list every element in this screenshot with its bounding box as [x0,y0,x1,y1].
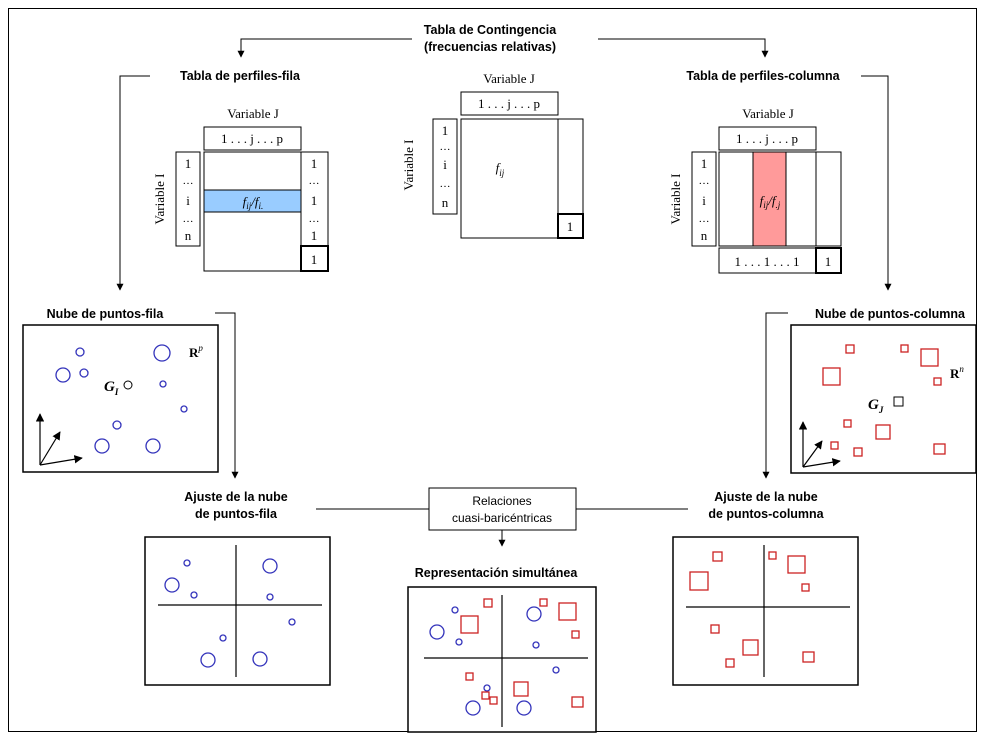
colprof-bottom: 1 . . . 1 . . . 1 [735,254,800,269]
row-cloud-space: Rp [189,343,203,360]
center-cell-block [460,118,559,239]
col-cloud-panel: Rn GJ [790,324,977,474]
rowprof-row-i: i [186,193,190,208]
center-col-var: Variable J [483,71,535,86]
arrow-to-col-cloud [861,75,892,291]
rowprof-margin-dots1: … [309,175,320,187]
col-cloud-space: Rn [950,364,964,381]
colprof-row-1: 1 [701,156,708,171]
rowprof-total: 1 [311,252,318,267]
row-fit-title: Ajuste de la nube [184,490,288,504]
row-fit-panel [144,536,331,686]
row-fit-subtitle: de puntos-fila [195,507,278,521]
center-col-index: 1 . . . j . . . p [478,96,540,111]
colprof-col-index: 1 . . . j . . . p [736,131,798,146]
row-cloud-centroid: GI [104,379,119,397]
center-contingency-table: Variable J 1 . . . j . . . p 1 Variable … [401,71,584,239]
rowprof-row-dots2: … [183,213,194,225]
col-profiles-table: Variable J 1 . . . j . . . p 1 . . . 1 .… [668,106,842,274]
simultaneous-panel [407,586,597,733]
rowprof-row-n: n [185,228,192,243]
arrow-to-col-profiles [598,38,769,58]
rowprof-row-var: Variable I [152,174,167,225]
colprof-row-dots2: … [699,213,710,225]
arrow-to-col-fit [762,312,788,479]
arrow-to-row-cloud [116,75,150,291]
relations-box [428,487,577,531]
col-fit-subtitle: de puntos-columna [708,507,824,521]
rowprof-margin-1: 1 [311,156,318,171]
colprof-highlight-col [752,151,787,247]
contingency-title: Tabla de Contingencia [424,23,557,37]
col-fit-panel [672,536,859,686]
relations-line2: cuasi-baricéntricas [452,511,552,525]
center-row-1: 1 [442,123,449,138]
center-row-dots1: … [440,141,451,153]
col-cloud-centroid: GJ [868,397,884,415]
rowprof-row-dots1: … [183,175,194,187]
center-cell-label: fij [496,160,505,178]
arrow-to-row-profiles [237,38,412,58]
colprof-total: 1 [825,254,832,269]
center-total: 1 [567,219,574,234]
center-row-dots2: … [440,178,451,190]
colprof-row-i: i [702,193,706,208]
relations-line1: Relaciones [472,494,531,508]
colprof-cell-label: fij/f.j [760,193,781,210]
center-row-var: Variable I [401,140,416,191]
colprof-row-dots1: … [699,175,710,187]
row-cloud-panel: Rp GI [22,324,219,473]
colprof-row-n: n [701,228,708,243]
rowprof-row-1: 1 [185,156,192,171]
col-cloud-title: Nube de puntos-columna [815,307,966,321]
colprof-row-var: Variable I [668,174,683,225]
rowprof-col-var: Variable J [227,106,279,121]
contingency-subtitle: (frecuencias relativas) [424,40,556,54]
col-profiles-title: Tabla de perfiles-columna [686,69,840,83]
center-row-n: n [442,195,449,210]
rowprof-margin-i: 1 [311,193,318,208]
col-fit-title: Ajuste de la nube [714,490,818,504]
rowprof-col-index: 1 . . . j . . . p [221,131,283,146]
arrow-to-row-fit [215,312,239,479]
row-profiles-title: Tabla de perfiles-fila [180,69,301,83]
rowprof-margin-n: 1 [311,228,318,243]
colprof-col-var: Variable J [742,106,794,121]
rowprof-margin-dots2: … [309,213,320,225]
row-profiles-table: Variable J 1 . . . j . . . p 1 Variable … [152,106,329,272]
center-row-i: i [443,157,447,172]
rowprof-cell-label: fij/fi. [243,194,264,211]
row-cloud-title: Nube de puntos-fila [47,307,165,321]
simultaneous-title: Representación simultánea [415,566,579,580]
